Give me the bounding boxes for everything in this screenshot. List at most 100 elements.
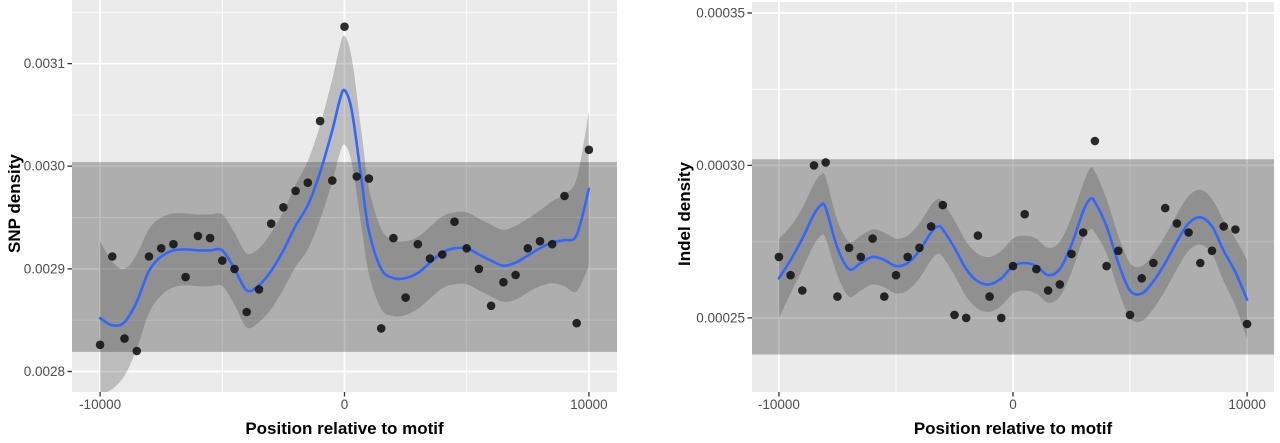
y-tick-label: 0.0028 [24, 364, 65, 379]
data-point [181, 272, 190, 282]
data-point [364, 174, 374, 183]
y-axis-title-indel: Indel density [675, 162, 694, 266]
data-point [389, 233, 398, 243]
data-point [95, 340, 105, 350]
data-point [891, 270, 901, 280]
data-point [230, 264, 239, 274]
data-point [205, 233, 215, 243]
data-point [328, 176, 337, 185]
data-point [786, 270, 795, 280]
data-point [1032, 264, 1041, 274]
data-point [1008, 261, 1018, 271]
data-point [903, 252, 912, 262]
indel-plot-panel: -10000 0 10000 0.00025 0.00030 0.00035 [696, 2, 1274, 412]
data-point [242, 307, 251, 317]
data-point [1160, 203, 1170, 213]
data-point [511, 270, 520, 280]
data-point [486, 301, 496, 311]
data-point [1242, 319, 1252, 329]
data-point [950, 310, 959, 320]
y-axis-title-snp: SNP density [5, 154, 24, 253]
data-point [450, 217, 459, 226]
data-point [926, 222, 936, 231]
data-point [1149, 258, 1158, 268]
data-point [499, 277, 508, 287]
data-point [809, 161, 819, 170]
data-point [560, 191, 569, 201]
data-point [1219, 222, 1228, 231]
data-point [438, 250, 447, 259]
y-tick-label: 0.00030 [696, 158, 745, 173]
data-point [1231, 225, 1240, 234]
data-point [254, 285, 264, 294]
data-point [120, 334, 129, 343]
y-tick-label: 0.0029 [24, 261, 65, 276]
data-point [376, 324, 386, 333]
data-point [132, 346, 142, 356]
smooth-line [777, 196, 1249, 301]
data-point [961, 313, 971, 323]
data-point [1172, 219, 1182, 228]
x-tick-label: 0 [341, 397, 349, 412]
x-tick-label: 10000 [570, 397, 608, 412]
data-point [997, 313, 1006, 323]
data-point [1055, 280, 1065, 289]
y-tick-label: 0.0031 [24, 56, 65, 71]
data-point [1043, 286, 1053, 295]
data-point [474, 264, 484, 274]
x-tick-label: 0 [1009, 397, 1017, 412]
data-point [193, 231, 203, 241]
data-point [1114, 246, 1123, 256]
data-point [156, 244, 166, 253]
data-point [1207, 246, 1217, 256]
data-point [1102, 261, 1111, 271]
confidence-band [752, 159, 1274, 355]
data-point [938, 200, 948, 210]
data-point [1090, 136, 1100, 146]
y-tick-label: 0.0030 [24, 159, 65, 174]
y-tick-label: 0.00025 [696, 310, 745, 325]
x-tick-label: -10000 [758, 397, 800, 412]
data-point [798, 286, 807, 295]
x-axis-title-snp: Position relative to motif [245, 419, 444, 438]
data-point [266, 219, 276, 228]
data-point [1067, 249, 1076, 259]
data-point [352, 172, 362, 181]
data-point [1020, 209, 1029, 219]
indel-density-figure: -10000 0 10000 0.00025 0.00030 0.00035 Indel … [640, 0, 1280, 443]
data-point [584, 145, 594, 155]
data-point [108, 252, 117, 261]
smooth-line [98, 88, 591, 327]
smooth-ribbon [778, 167, 1248, 340]
data-point [144, 252, 154, 261]
x-tick-label: 10000 [1228, 397, 1266, 412]
snp-density-figure: -10000 0 10000 0.0028 0.0029 0.0030 0.0031 SNP… [5, 0, 617, 438]
data-point [523, 244, 533, 253]
data-point [868, 234, 877, 243]
data-point [880, 292, 889, 301]
data-point [1137, 274, 1146, 283]
data-point [985, 292, 994, 301]
data-point [821, 158, 830, 167]
data-point [973, 231, 983, 240]
data-point [915, 243, 924, 253]
data-point [1196, 258, 1205, 268]
data-point [844, 243, 854, 253]
data-point [774, 252, 784, 262]
data-point [1125, 310, 1135, 320]
data-point [401, 293, 410, 302]
data-point [1078, 228, 1088, 237]
data-point [169, 239, 178, 249]
data-point [535, 236, 545, 246]
smooth-ribbon [100, 35, 589, 392]
data-point [833, 292, 842, 301]
data-point [856, 252, 866, 262]
data-point [1184, 228, 1193, 237]
data-point [315, 116, 325, 126]
data-point [340, 22, 349, 32]
snp-plot-panel: -10000 0 10000 0.0028 0.0029 0.0030 0.0031 [24, 0, 617, 412]
data-point [547, 239, 557, 249]
data-point [572, 318, 581, 328]
data-point [303, 178, 313, 187]
